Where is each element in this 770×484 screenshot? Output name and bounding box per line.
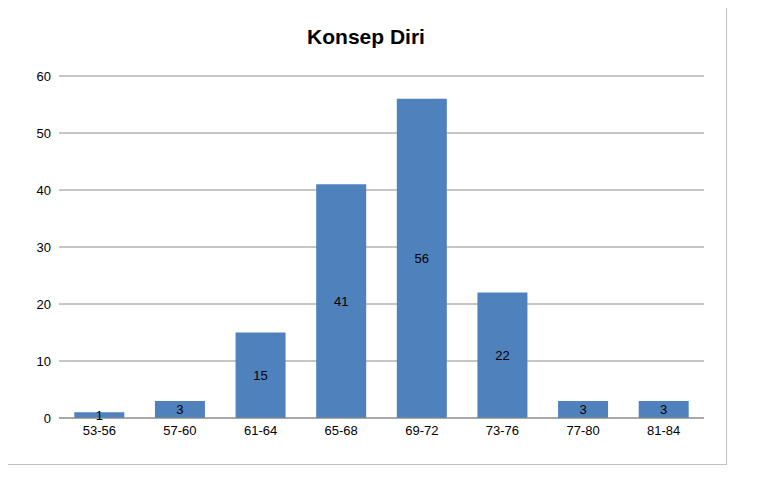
svg-text:3: 3	[579, 402, 586, 417]
svg-text:57-60: 57-60	[163, 423, 196, 438]
svg-text:65-68: 65-68	[325, 423, 358, 438]
svg-text:41: 41	[334, 294, 348, 309]
svg-text:50: 50	[37, 126, 51, 141]
svg-text:3: 3	[660, 402, 667, 417]
svg-text:15: 15	[253, 368, 267, 383]
html-text:Konsep Diri: Konsep Diri	[307, 25, 425, 48]
svg-text:69-72: 69-72	[405, 423, 438, 438]
svg-text:81-84: 81-84	[647, 423, 680, 438]
svg-text:0: 0	[44, 411, 51, 426]
svg-text:77-80: 77-80	[566, 423, 599, 438]
svg-text:20: 20	[37, 297, 51, 312]
svg-text:10: 10	[37, 354, 51, 369]
svg-text:60: 60	[37, 69, 51, 84]
svg-text:73-76: 73-76	[486, 423, 519, 438]
svg-text:22: 22	[495, 348, 509, 363]
svg-text:61-64: 61-64	[244, 423, 277, 438]
svg-text:1: 1	[96, 408, 103, 423]
svg-text:3: 3	[176, 402, 183, 417]
svg-text:30: 30	[37, 240, 51, 255]
svg-text:53-56: 53-56	[83, 423, 116, 438]
svg-text:56: 56	[415, 251, 429, 266]
svg-text:40: 40	[37, 183, 51, 198]
